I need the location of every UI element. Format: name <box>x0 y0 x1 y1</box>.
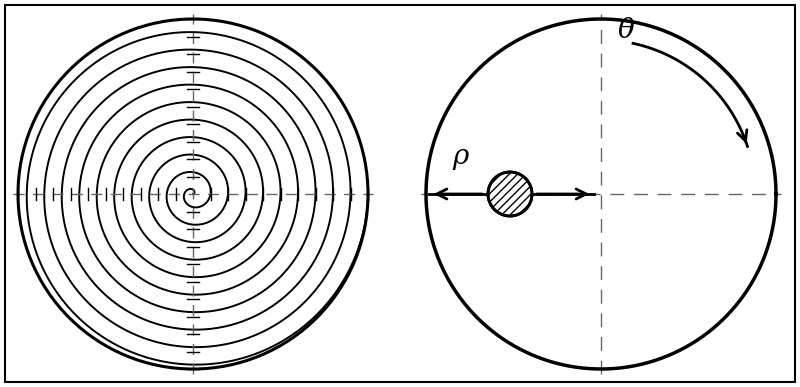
Circle shape <box>488 172 532 216</box>
Text: ρ: ρ <box>452 142 468 170</box>
Text: θ: θ <box>618 17 634 44</box>
